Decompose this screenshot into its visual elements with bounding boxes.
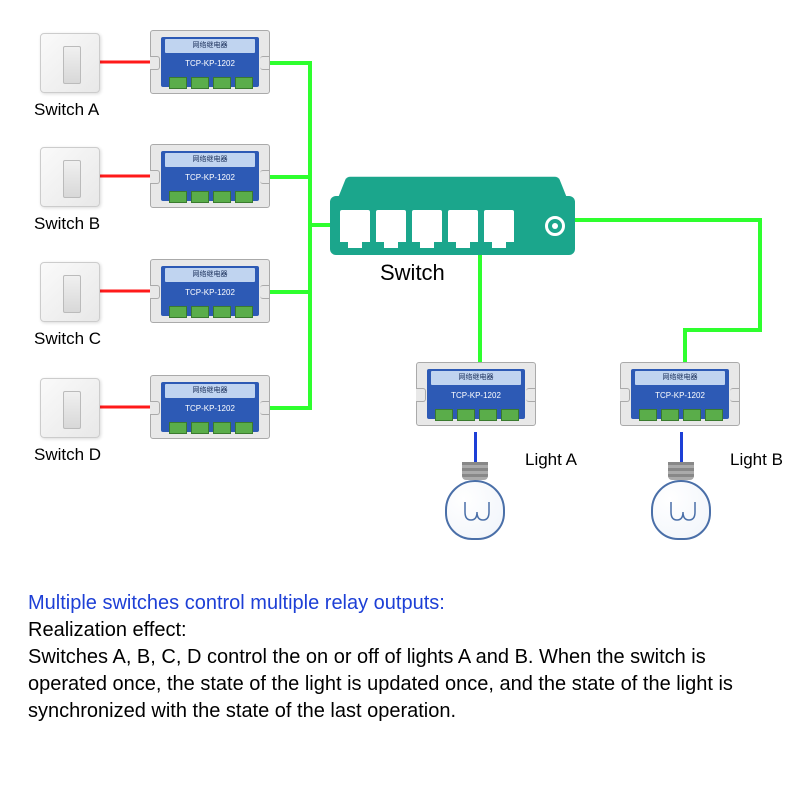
switch-label-b: Switch B (34, 214, 100, 234)
input-relay-3: 网络继电器 TCP-KP-1202 (150, 375, 270, 439)
hub-port-icon (340, 210, 370, 242)
input-relay-1: 网络继电器 TCP-KP-1202 (150, 144, 270, 208)
switch-label-d: Switch D (34, 445, 101, 465)
hub-port-icon (412, 210, 442, 242)
description-text: Multiple switches control multiple relay… (28, 590, 772, 725)
input-relay-2: 网络继电器 TCP-KP-1202 (150, 259, 270, 323)
light-label-b: Light B (730, 450, 783, 470)
light-label-a: Light A (525, 450, 577, 470)
headline: Multiple switches control multiple relay… (28, 590, 772, 617)
hub-port-icon (448, 210, 478, 242)
light-bulb-b (646, 432, 716, 540)
light-bulb-a (440, 432, 510, 540)
switch-label-c: Switch C (34, 329, 101, 349)
network-switch-label: Switch (380, 260, 445, 286)
switch-label-a: Switch A (34, 100, 99, 120)
hub-port-icon (484, 210, 514, 242)
hub-port-icon (376, 210, 406, 242)
wall-switch-b (40, 147, 100, 207)
wall-switch-d (40, 378, 100, 438)
subhead: Realization effect: (28, 617, 772, 644)
wall-switch-a (40, 33, 100, 93)
wall-switch-c (40, 262, 100, 322)
output-relay-0: 网络继电器 TCP-KP-1202 (416, 362, 536, 426)
hub-led-icon (545, 216, 565, 236)
output-relay-1: 网络继电器 TCP-KP-1202 (620, 362, 740, 426)
network-switch (330, 170, 575, 255)
input-relay-0: 网络继电器 TCP-KP-1202 (150, 30, 270, 94)
body: Switches A, B, C, D control the on or of… (28, 644, 772, 725)
